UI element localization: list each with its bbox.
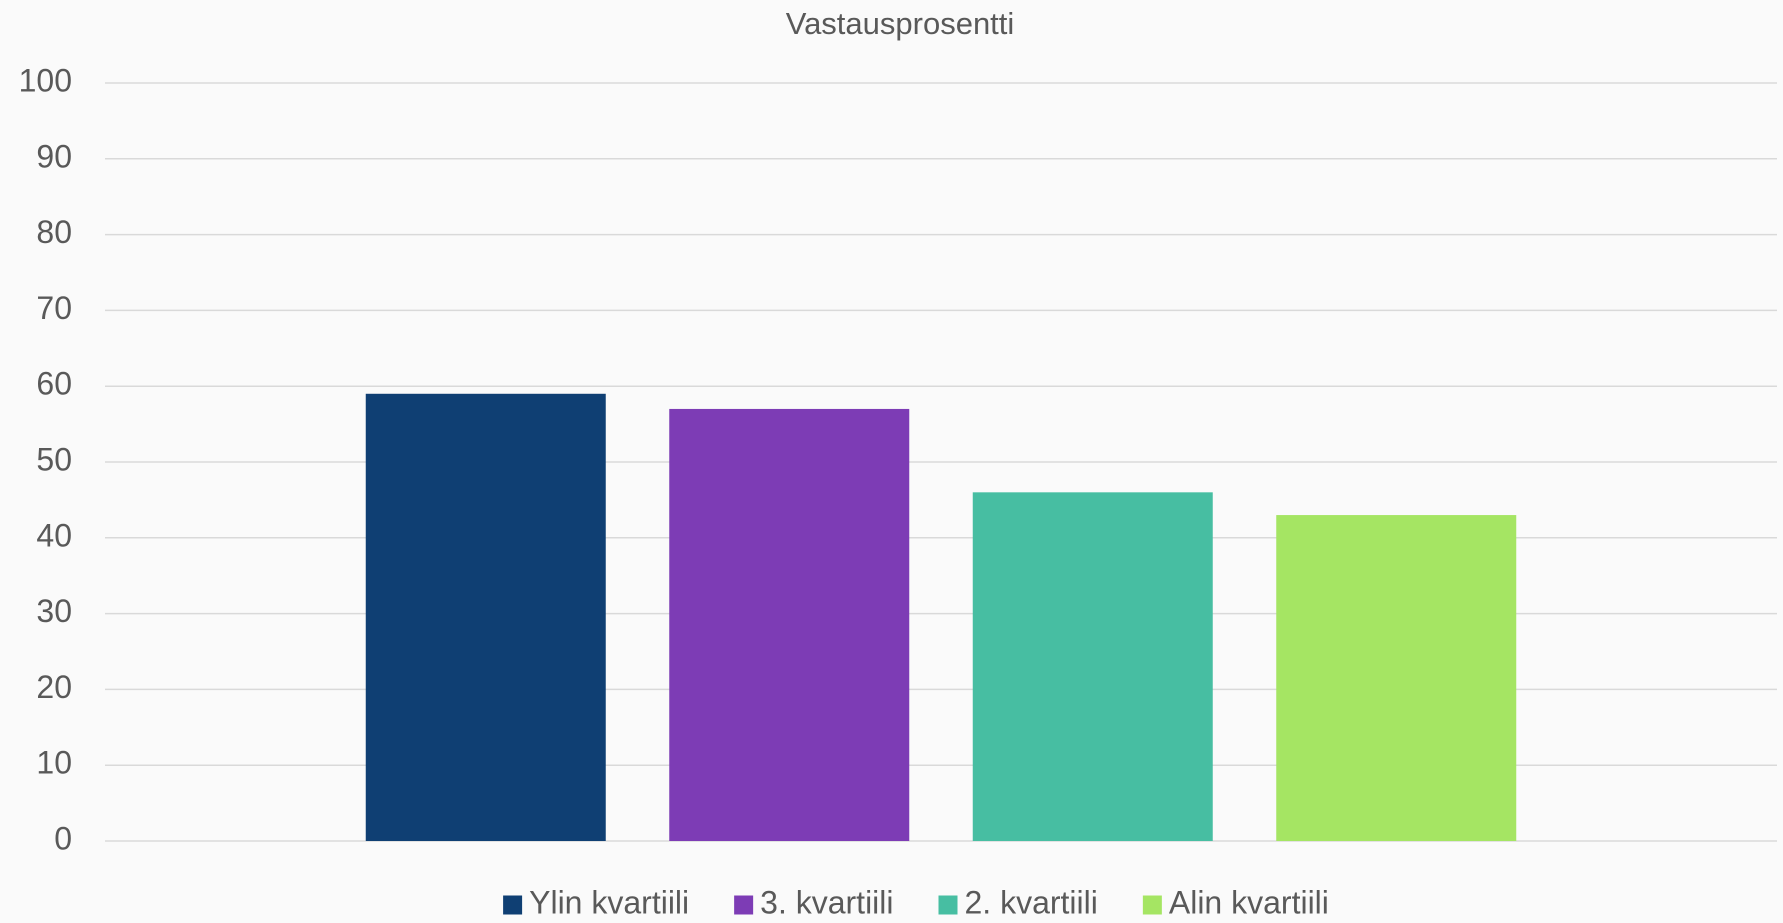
- legend-swatch: [938, 895, 958, 915]
- legend-swatch: [503, 895, 523, 915]
- legend-label: Ylin kvartiili: [529, 884, 689, 920]
- y-tick-label: 60: [36, 366, 72, 402]
- chart-title: Vastausprosentti: [786, 6, 1015, 41]
- bar: [669, 408, 910, 841]
- y-tick-label: 70: [36, 290, 72, 326]
- y-tick-label: 80: [36, 214, 72, 250]
- y-tick-label: 90: [36, 138, 72, 174]
- bar: [365, 393, 606, 841]
- legend-swatch: [734, 895, 754, 915]
- legend-label: Alin kvartiili: [1169, 884, 1329, 920]
- legend-label: 2. kvartiili: [965, 884, 1098, 920]
- y-tick-label: 10: [36, 745, 72, 781]
- y-tick-label: 40: [36, 517, 72, 553]
- bar: [972, 492, 1213, 841]
- y-tick-label: 100: [19, 62, 72, 98]
- y-tick-label: 0: [54, 820, 72, 856]
- y-tick-label: 20: [36, 669, 72, 705]
- y-tick-label: 50: [36, 441, 72, 477]
- bar: [1276, 515, 1517, 841]
- y-tick-label: 30: [36, 593, 72, 629]
- legend-swatch: [1142, 895, 1162, 915]
- legend-label: 3. kvartiili: [760, 884, 893, 920]
